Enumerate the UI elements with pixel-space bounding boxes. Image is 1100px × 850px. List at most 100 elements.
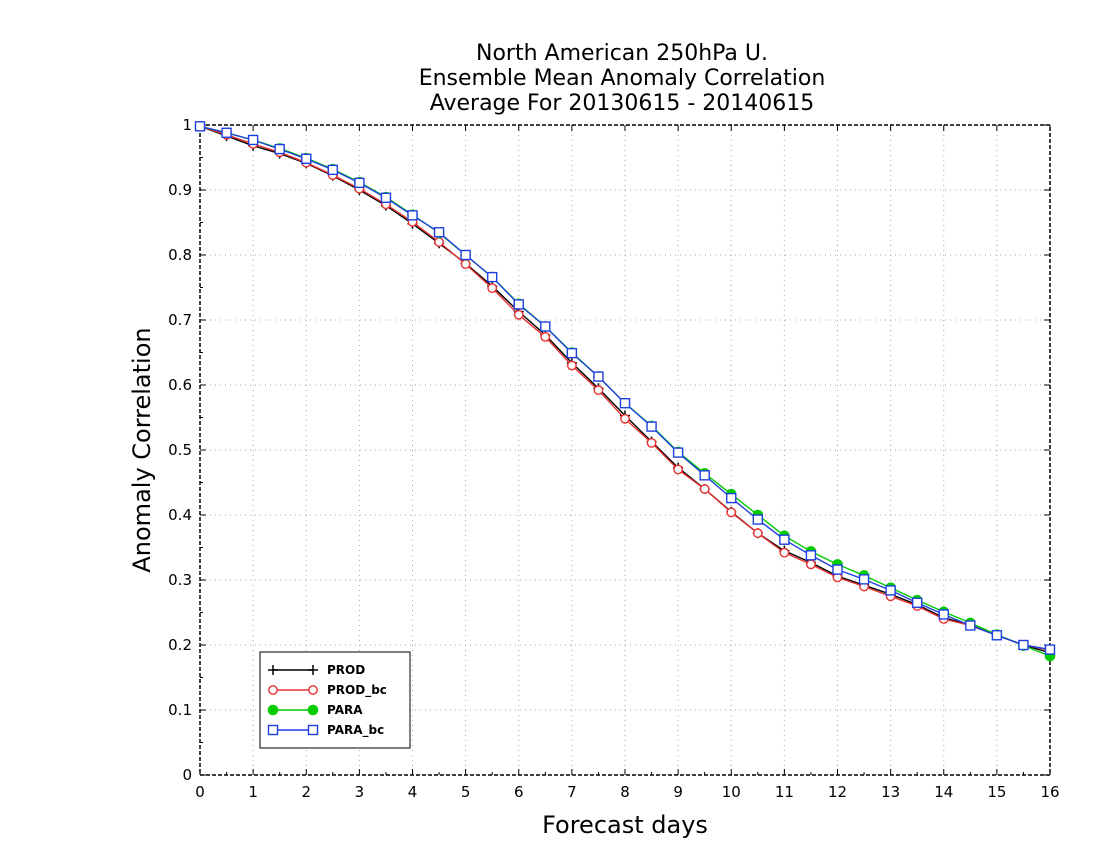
y-tick-label: 0.5 (168, 441, 192, 459)
point-para-bc (1018, 639, 1029, 651)
point-prod-bc (646, 437, 657, 448)
x-tick-label: 7 (567, 783, 577, 801)
grid (200, 125, 1050, 775)
point-para-bc (991, 630, 1003, 641)
chart-title-line-3: Average For 20130615 - 20140615 (430, 91, 815, 116)
point-para-bc (327, 164, 339, 176)
x-tick-label: 15 (987, 783, 1006, 801)
point-para-bc (858, 574, 870, 585)
legend-item-prod-bc: PROD_bc (268, 683, 387, 698)
point-para-bc (726, 492, 737, 504)
y-tick-label: 0.8 (168, 246, 192, 264)
legend-label-para-bc: PARA_bc (327, 723, 384, 738)
x-tick-label: 6 (514, 783, 524, 801)
point-para-bc (486, 271, 498, 283)
point-para-bc (805, 550, 817, 561)
series-line-para-bc (199, 125, 1051, 651)
point-prod-bc (673, 464, 684, 475)
point-prod-bc (566, 360, 577, 371)
chart-title-line-2: Ensemble Mean Anomaly Correlation (419, 66, 826, 91)
point-para-bc (301, 153, 312, 165)
point-para-bc (938, 609, 949, 620)
point-para-bc (274, 143, 285, 155)
x-tick-label: 9 (673, 783, 683, 801)
chart-title-line-1: North American 250hPa U. (476, 41, 768, 66)
x-tick-label: 1 (248, 783, 258, 801)
point-para-bc (752, 514, 764, 525)
point-prod-bc (752, 528, 763, 539)
point-prod-bc (726, 507, 737, 518)
point-para-bc (460, 249, 471, 261)
legend-box (259, 651, 411, 749)
y-axis-label: Anomaly Correlation (128, 327, 156, 572)
point-para-bc (247, 134, 259, 146)
x-tick-label: 12 (828, 783, 847, 801)
point-para-bc (513, 299, 524, 310)
legend-marker-end-prod-bc (308, 685, 318, 695)
point-para-bc (194, 121, 206, 132)
series-line-prod-bc (199, 125, 1051, 651)
y-tick-label: 1 (182, 116, 192, 134)
point-prod-bc (460, 259, 471, 269)
point-para-bc (965, 620, 976, 631)
legend-item-prod: PROD (268, 663, 365, 677)
legend-item-para: PARA (267, 703, 363, 717)
series-prod-bc (195, 121, 1055, 656)
point-prod-bc (620, 413, 630, 424)
legend-marker-prod-bc (268, 685, 278, 695)
point-para-bc (779, 534, 790, 545)
y-tick-label: 0.9 (168, 181, 192, 199)
x-tick-label: 10 (722, 783, 741, 801)
y-tick-label: 0.4 (168, 506, 192, 524)
point-para-bc (1044, 644, 1056, 655)
x-tick-label: 14 (934, 783, 953, 801)
point-para-bc (593, 371, 604, 382)
series-prod (195, 121, 1055, 658)
point-para-bc (646, 421, 657, 432)
point-prod-bc (540, 331, 551, 342)
legend: PROD PROD_bc PARA PARA_bc (259, 651, 411, 749)
legend-marker-para-bc (267, 724, 279, 736)
point-para-bc (354, 177, 365, 189)
point-para-bc (619, 398, 631, 409)
series (194, 121, 1056, 662)
y-tick-label: 0.6 (168, 376, 192, 394)
point-prod-bc (513, 309, 524, 320)
point-para-bc (566, 347, 578, 359)
x-tick-label: 11 (775, 783, 794, 801)
x-axis-label: Forecast days (542, 811, 708, 839)
legend-marker-end-para (307, 704, 319, 716)
chart-title: North American 250hPa U. Ensemble Mean A… (419, 41, 826, 116)
point-para-bc (380, 192, 392, 204)
point-prod-bc (806, 559, 816, 570)
y-tick-label: 0 (182, 766, 192, 784)
point-para-bc (540, 321, 551, 332)
point-para-bc (911, 597, 923, 608)
point-para-bc (221, 127, 232, 139)
y-tick-label: 0.2 (168, 636, 192, 654)
x-tick-label: 16 (1040, 783, 1059, 801)
x-tick-label: 4 (408, 783, 418, 801)
x-tick-label: 3 (355, 783, 365, 801)
legend-label-prod-bc: PROD_bc (327, 683, 387, 698)
axis-ticks: 0 1 2 3 4 5 6 7 8 9 10 11 12 13 14 15 1600.10.20.30.40.5… (168, 116, 1059, 801)
y-tick-label: 0.1 (168, 701, 192, 719)
point-prod-bc (593, 385, 604, 396)
legend-marker-end-para-bc (307, 724, 319, 736)
point-para-bc (672, 447, 684, 458)
legend-label-para: PARA (327, 703, 363, 717)
x-tick-label: 13 (881, 783, 900, 801)
point-para-bc (433, 227, 445, 238)
legend-item-para-bc: PARA_bc (267, 723, 384, 738)
point-para-bc (832, 564, 843, 575)
x-tick-label: 5 (461, 783, 471, 801)
x-tick-label: 0 (195, 783, 205, 801)
point-para-bc (699, 470, 710, 481)
y-tick-label: 0.7 (168, 311, 192, 329)
legend-marker-para (267, 704, 279, 716)
legend-label-prod: PROD (327, 663, 365, 677)
series-para-bc (194, 121, 1056, 655)
point-prod-bc (434, 237, 444, 247)
point-prod-bc (699, 484, 710, 494)
